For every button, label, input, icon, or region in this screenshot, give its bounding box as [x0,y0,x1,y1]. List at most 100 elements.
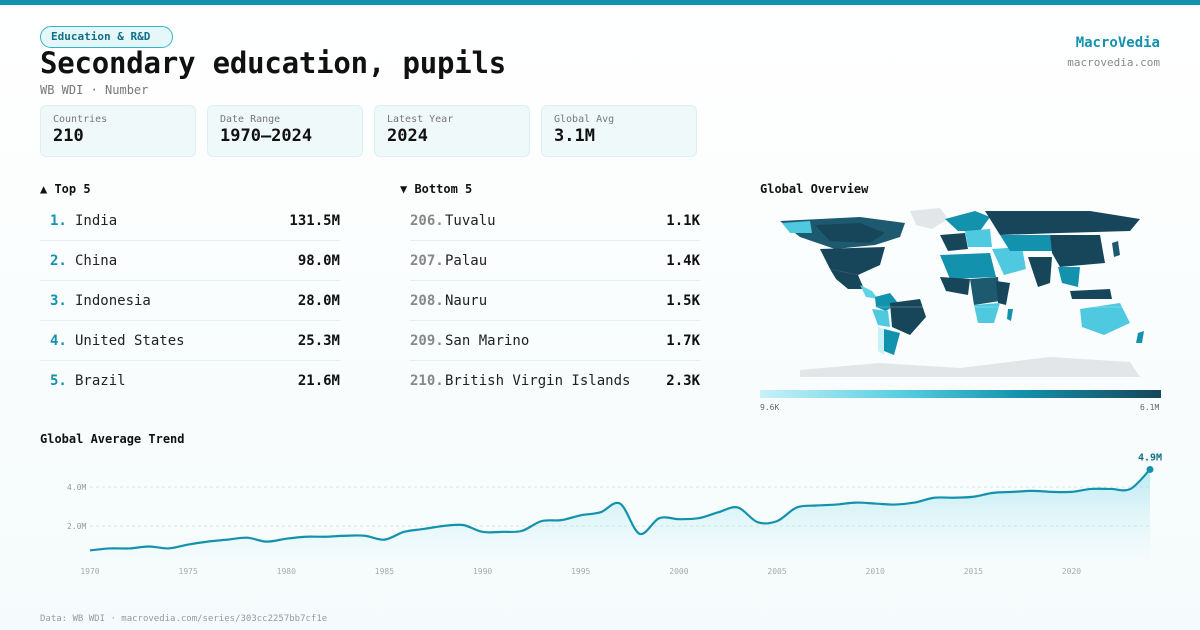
list-item[interactable]: 2. China 98.0M [40,241,340,281]
map-region-argentina [884,329,900,355]
list-item[interactable]: 209. San Marino 1.7K [410,321,700,361]
bottom5-title: ▼ Bottom 5 [400,182,473,196]
map-region-indonesia [1070,289,1112,299]
list-item[interactable]: 206. Tuvalu 1.1K [410,201,700,241]
map-region-central-america [860,285,878,299]
stat-card-latest-year: Latest Year 2024 [374,105,530,157]
country-name: San Marino [445,332,530,349]
map-region-europe-west [940,233,968,251]
world-choropleth-map[interactable] [760,205,1161,385]
x-tick-label: 1980 [277,567,296,576]
rank-number: 3. [50,292,67,309]
top-accent-bar [0,0,1200,5]
country-name: India [75,212,118,229]
country-name: Brazil [75,373,126,389]
map-title: Global Overview [760,182,869,196]
footer-source: Data: WB WDI · macrovedia.com/series/303… [40,614,328,624]
map-region-europe-east [965,229,992,247]
list-item[interactable]: 4. United States 25.3M [40,321,340,361]
x-tick-label: 2015 [964,567,983,576]
map-region-madagascar [1007,309,1013,321]
map-region-greenland [910,208,948,229]
x-tick-label: 1990 [473,567,492,576]
country-value: 25.3M [297,332,340,349]
map-region-europe-north [945,211,990,231]
country-name: Nauru [445,292,488,309]
map-region-north-africa [940,253,996,279]
stat-value: 210 [53,126,84,146]
stat-card-date-range: Date Range 1970–2024 [207,105,363,157]
list-item[interactable]: 207. Palau 1.4K [410,241,700,281]
x-tick-label: 2005 [767,567,786,576]
stat-label: Global Avg [554,114,615,125]
map-region-central-africa [970,277,1000,305]
country-value: 28.0M [297,292,340,309]
list-item[interactable]: 1. India 131.5M [40,201,340,241]
map-region-australia [1080,303,1130,335]
map-region-antarctica [800,357,1140,377]
map-region-alaska [782,221,812,233]
country-value: 2.3K [666,373,700,389]
trend-x-axis: 1970 1975 1980 1985 1990 1995 2000 2005 2010 2015… [80,567,1081,576]
stat-label: Date Range [220,114,281,125]
list-item[interactable]: 5. Brazil 21.6M [40,361,340,401]
trend-last-label: 4.9M [1138,452,1162,463]
stat-label: Latest Year [387,114,454,125]
list-item[interactable]: 3. Indonesia 28.0M [40,281,340,321]
map-region-canada [815,223,885,243]
country-value: 131.5M [289,212,340,229]
rank-number: 2. [50,252,67,269]
top5-title: ▲ Top 5 [40,182,91,196]
map-legend-gradient [760,390,1161,398]
country-name: China [75,252,118,269]
country-name: Tuvalu [445,212,496,229]
page-subtitle: WB WDI · Number [40,83,149,97]
rank-number: 210. [410,373,444,389]
x-tick-label: 1995 [571,567,590,576]
rank-number: 208. [410,292,444,309]
stat-card-countries: Countries 210 [40,105,196,157]
map-legend-min: 9.6K [760,403,780,412]
map-region-middle-east [992,247,1026,275]
map-region-india [1028,257,1052,287]
map-region-russia [985,211,1140,235]
country-name: British Virgin Islands [445,373,631,389]
map-region-central-asia [1000,235,1052,251]
x-tick-label: 2020 [1062,567,1081,576]
map-region-new-zealand [1136,331,1144,343]
x-tick-label: 1970 [80,567,99,576]
stat-value: 3.1M [554,126,595,146]
rank-number: 206. [410,212,444,229]
list-item[interactable]: 210. British Virgin Islands 2.3K [410,361,700,401]
map-region-east-africa [996,281,1010,305]
rank-number: 209. [410,332,444,349]
trend-last-point[interactable] [1146,465,1154,473]
list-item[interactable]: 208. Nauru 1.5K [410,281,700,321]
stat-value: 1970–2024 [220,126,313,146]
trend-area [90,469,1150,560]
brand-logo[interactable]: MacroVedia [1075,35,1160,51]
bottom5-list: 206. Tuvalu 1.1K 207. Palau 1.4K 208. Na… [410,201,700,401]
rank-number: 207. [410,252,444,269]
country-name: Indonesia [75,292,151,309]
rank-number: 4. [50,332,67,349]
y-tick-label: 2.0M [67,522,86,531]
country-value: 1.7K [666,332,700,349]
stat-value: 2024 [387,126,428,146]
map-region-japan [1112,241,1120,257]
map-region-west-africa [940,277,970,295]
map-region-southeast-asia [1058,267,1080,287]
brand-url[interactable]: macrovedia.com [1067,56,1160,69]
country-value: 1.5K [666,292,700,309]
stat-card-global-avg: Global Avg 3.1M [541,105,697,157]
x-tick-label: 2000 [669,567,688,576]
map-legend-max: 6.1M [1140,403,1160,412]
trend-y-axis: 2.0M 4.0M [67,483,86,531]
x-tick-label: 1985 [375,567,394,576]
map-region-usa [820,247,885,275]
map-region-brazil [890,299,926,335]
map-region-chile [878,327,884,355]
x-tick-label: 2010 [866,567,885,576]
category-badge[interactable]: Education & R&D [40,26,174,48]
